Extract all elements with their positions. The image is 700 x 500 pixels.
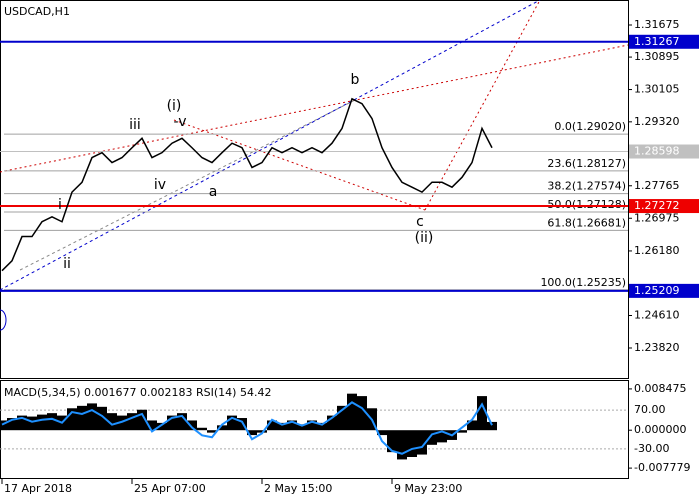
- fib-label: 100.0(1.25235): [540, 276, 626, 289]
- wave-label: (ii): [415, 230, 434, 246]
- macd-bar: [247, 430, 257, 436]
- fib-label: 23.6(1.28127): [547, 157, 626, 170]
- macd-bar: [317, 422, 327, 431]
- macd-bar: [147, 420, 157, 431]
- trend-line: [19, 99, 356, 271]
- x-tick-label: 25 Apr 07:00: [134, 482, 206, 495]
- macd-bar: [307, 420, 317, 431]
- macd-bar: [107, 413, 117, 431]
- wave-label: iv: [154, 177, 166, 193]
- macd-bar: [47, 413, 57, 431]
- y-tick-label: 0.000000: [634, 423, 687, 436]
- x-tick-label: 17 Apr 2018: [4, 482, 72, 495]
- macd-bar: [407, 430, 417, 457]
- fib-label: 61.8(1.26681): [547, 216, 626, 229]
- macd-bar: [127, 413, 137, 431]
- macd-bar: [17, 415, 27, 431]
- macd-bar: [77, 405, 87, 431]
- y-tick-label: 1.30895: [634, 50, 680, 63]
- macd-bar: [157, 422, 167, 431]
- price-line: [1, 97, 493, 272]
- y-tick-label: 1.31675: [634, 18, 680, 31]
- macd-bar: [177, 413, 187, 431]
- chart-title: USDCAD,H1: [4, 5, 70, 18]
- macd-bar: [187, 420, 197, 431]
- y-tick-label: 1.23820: [634, 341, 680, 354]
- x-tick-label: 9 May 23:00: [394, 482, 462, 495]
- macd-bar: [27, 416, 37, 431]
- macd-bar: [457, 430, 467, 433]
- macd-bar: [67, 408, 77, 431]
- trend-line: [0, 44, 629, 173]
- macd-bar: [267, 420, 277, 431]
- fib-label: 50.0(1.27128): [547, 198, 626, 211]
- macd-bar: [477, 396, 487, 431]
- y-tick-label: 1.29320: [634, 115, 680, 128]
- macd-bar: [287, 420, 297, 431]
- wave-label: i: [58, 197, 62, 213]
- macd-bar: [357, 396, 367, 431]
- macd-bar: [197, 427, 207, 431]
- macd-bar: [217, 425, 227, 431]
- macd-bar: [207, 430, 217, 433]
- fib-label: 0.0(1.29020): [554, 120, 626, 133]
- macd-bar: [167, 415, 177, 431]
- wave-label: iii: [129, 117, 141, 133]
- fib-label: 38.2(1.27574): [547, 180, 626, 193]
- macd-bar: [377, 430, 387, 436]
- y-tick-label: 1.30105: [634, 83, 680, 96]
- macd-bar: [387, 430, 397, 453]
- macd-bar: [417, 430, 427, 455]
- macd-bar: [227, 415, 237, 431]
- indicator-title: MACD(5,34,5) 0.001677 0.002183 RSI(14) 5…: [4, 386, 271, 399]
- macd-bar: [117, 415, 127, 431]
- price-tag-label: 1.25209: [634, 284, 680, 297]
- macd-bar: [337, 405, 347, 431]
- price-panel: [0, 0, 629, 379]
- y2-tick-label: -30.00: [634, 442, 669, 455]
- wave-label: ii: [63, 256, 71, 272]
- macd-bar: [347, 393, 357, 431]
- wave-label: c: [416, 214, 424, 230]
- rsi-line: [1, 401, 493, 455]
- macd-bar: [487, 421, 497, 431]
- y-tick-label: 1.24610: [634, 309, 680, 322]
- price-tag-label: 1.31267: [634, 35, 680, 48]
- macd-bar: [7, 418, 17, 431]
- macd-bar: [257, 430, 267, 433]
- macd-bar: [427, 430, 437, 445]
- price-tag: [629, 199, 699, 214]
- price-tag: [629, 283, 699, 298]
- macd-bar: [397, 430, 407, 460]
- macd-bar: [437, 430, 447, 443]
- y2-tick-label: 70.00: [634, 403, 666, 416]
- price-tag: [629, 144, 699, 159]
- y-tick-label: 1.27765: [634, 179, 680, 192]
- trend-line: [0, 0, 541, 291]
- macd-bar: [97, 406, 107, 431]
- macd-bar: [277, 422, 287, 431]
- macd-bar: [137, 409, 147, 431]
- wave-label: b: [351, 72, 360, 88]
- macd-bar: [0, 420, 7, 431]
- y-tick-label: 1.26180: [634, 244, 680, 257]
- y-tick-label: 1.26975: [634, 211, 680, 224]
- wave-label: a: [209, 184, 218, 200]
- macd-bar: [87, 403, 97, 431]
- macd-bar: [237, 418, 247, 431]
- y-tick-label: -0.007779: [634, 461, 690, 474]
- wave-label: (i): [167, 98, 182, 114]
- wave-label: -v: [174, 114, 187, 130]
- macd-bar: [327, 415, 337, 431]
- y-tick-label: 0.008475: [634, 382, 687, 395]
- price-tag: [629, 34, 699, 49]
- x-tick-label: 2 May 15:00: [264, 482, 332, 495]
- macd-bar: [297, 424, 307, 431]
- price-tag-label: 1.27272: [634, 199, 680, 212]
- marker: [0, 309, 7, 331]
- price-tag-label: 1.28598: [634, 145, 680, 158]
- macd-bar: [467, 420, 477, 431]
- macd-bar: [37, 414, 47, 431]
